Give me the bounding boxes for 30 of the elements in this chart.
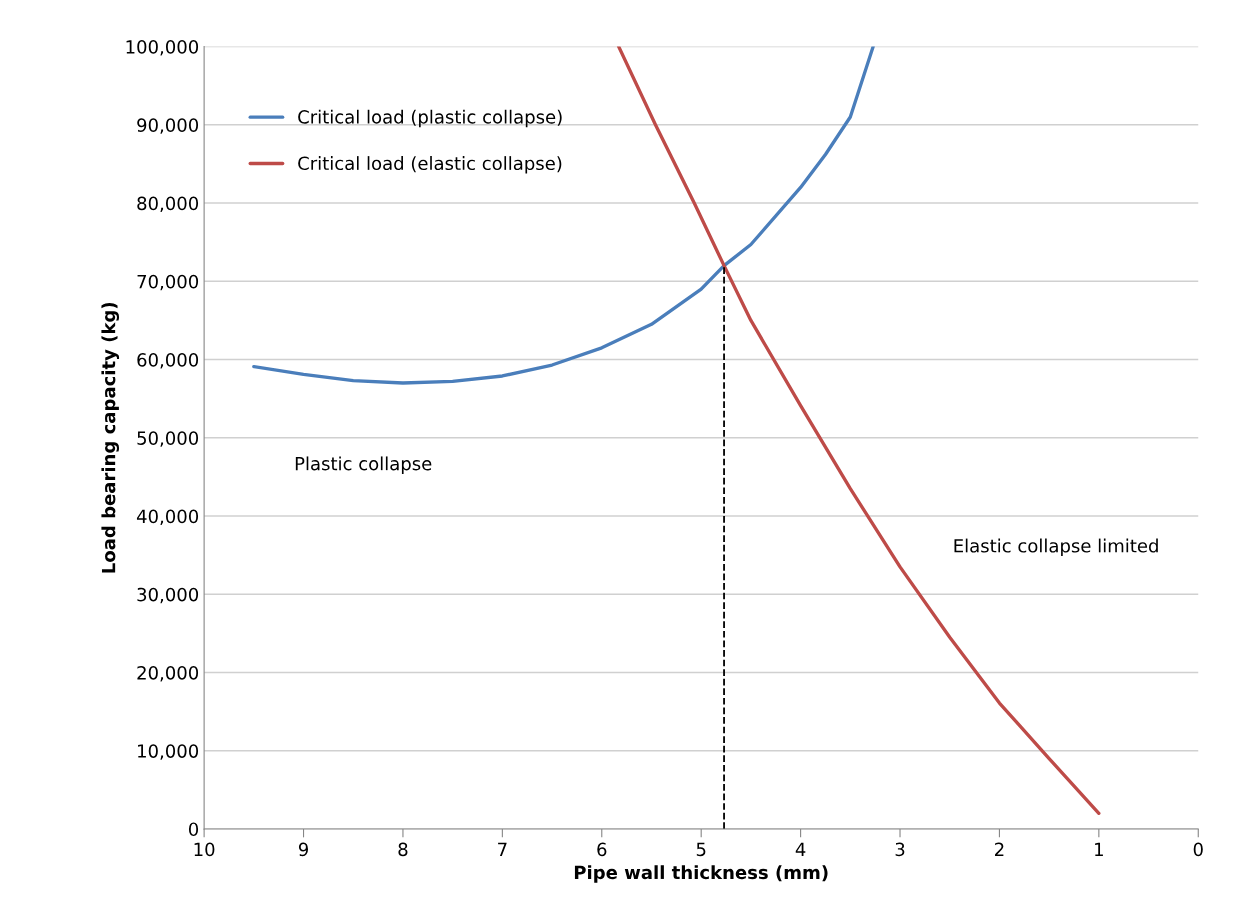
annotation: Plastic collapse bbox=[295, 456, 432, 474]
x-tick-label: 9 bbox=[298, 842, 309, 857]
y-tick-label: 50,000 bbox=[137, 431, 199, 447]
y-tick-label: 60,000 bbox=[137, 353, 199, 369]
x-tick-label: 8 bbox=[398, 842, 408, 857]
line-series bbox=[617, 46, 1101, 816]
y-tick-label: 40,000 bbox=[136, 509, 199, 525]
y-tick-label: 80,000 bbox=[137, 196, 199, 213]
y-axis-title: Load bearing capacity (kg) bbox=[101, 302, 120, 573]
x-tick-label: 0 bbox=[1193, 842, 1203, 857]
x-tick-label: 5 bbox=[696, 842, 706, 857]
x-tick-label: 2 bbox=[995, 842, 1004, 856]
y-tick-label: 10,000 bbox=[138, 744, 199, 760]
legend-label: Critical load (elastic collapse) bbox=[298, 156, 562, 174]
y-tick-label: 30,000 bbox=[137, 587, 199, 604]
x-axis-title: Pipe wall thickness (mm) bbox=[574, 865, 828, 883]
x-tick-label: 6 bbox=[597, 842, 607, 857]
y-tick-label: 0 bbox=[188, 822, 199, 837]
legend-label: Critical load (plastic collapse) bbox=[298, 109, 562, 128]
y-tick-label: 70,000 bbox=[137, 274, 199, 291]
x-tick-label: 1 bbox=[1095, 842, 1103, 856]
x-tick-label: 3 bbox=[895, 842, 905, 857]
x-tick-label: 10 bbox=[194, 842, 215, 857]
line-series bbox=[252, 46, 875, 385]
y-tick-label: 100,000 bbox=[126, 40, 199, 56]
y-tick-label: 20,000 bbox=[137, 665, 199, 682]
x-tick-label: 7 bbox=[498, 842, 507, 856]
y-tick-label: 90,000 bbox=[137, 118, 199, 134]
x-tick-label: 4 bbox=[795, 842, 806, 856]
annotation: Elastic collapse limited bbox=[954, 538, 1158, 557]
